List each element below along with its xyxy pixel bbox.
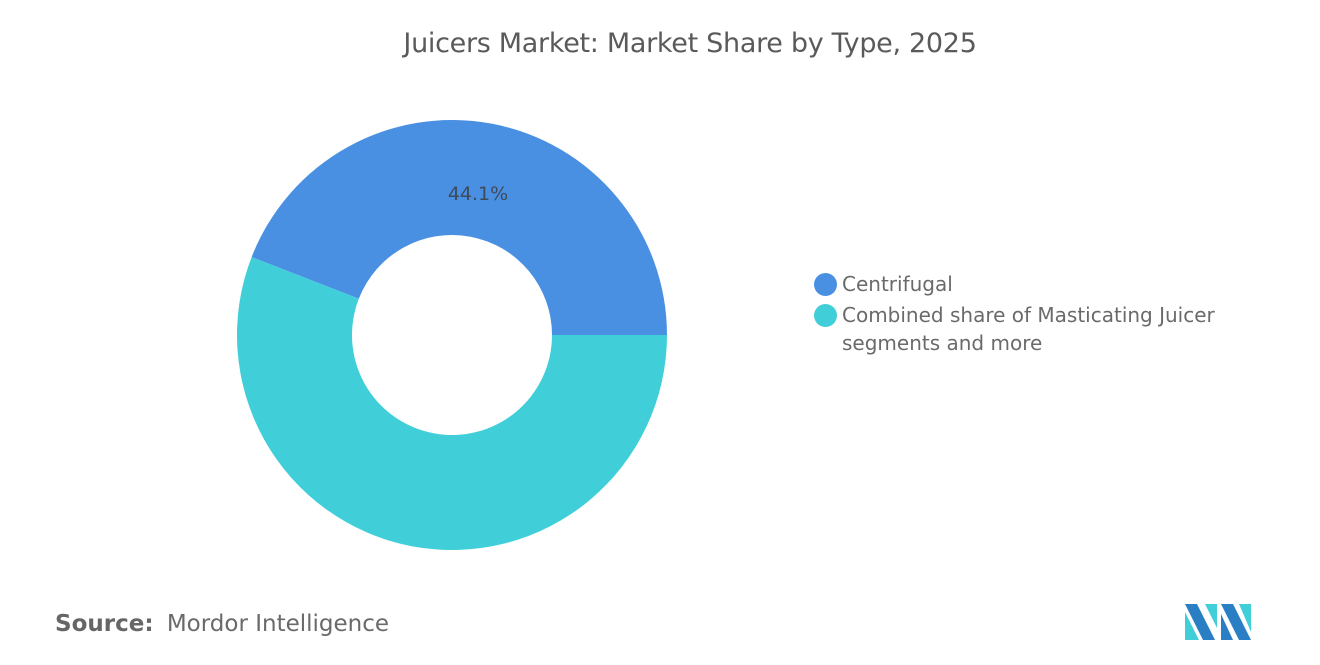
legend: Centrifugal Combined share of Masticatin… bbox=[814, 270, 1242, 360]
mordor-intelligence-logo-icon bbox=[1185, 604, 1251, 640]
legend-label: Combined share of Masticating Juicer seg… bbox=[842, 303, 1215, 355]
legend-dot-icon bbox=[814, 304, 837, 327]
legend-item-centrifugal[interactable]: Centrifugal bbox=[814, 270, 1242, 298]
donut-slice-0[interactable] bbox=[251, 119, 667, 335]
source-note: Source: Mordor Intelligence bbox=[55, 611, 389, 637]
source-name: Mordor Intelligence bbox=[166, 611, 390, 637]
source-prefix: Source: bbox=[55, 611, 154, 637]
donut-slices bbox=[237, 119, 667, 550]
donut-slice-1[interactable] bbox=[237, 257, 667, 550]
chart-title: Juicers Market: Market Share by Type, 20… bbox=[403, 28, 977, 59]
legend-dot-icon bbox=[814, 273, 837, 296]
legend-item-masticating[interactable]: Combined share of Masticating Juicer seg… bbox=[814, 301, 1242, 357]
legend-label: Centrifugal bbox=[842, 272, 953, 296]
slice-value-label: 44.1% bbox=[448, 183, 508, 205]
